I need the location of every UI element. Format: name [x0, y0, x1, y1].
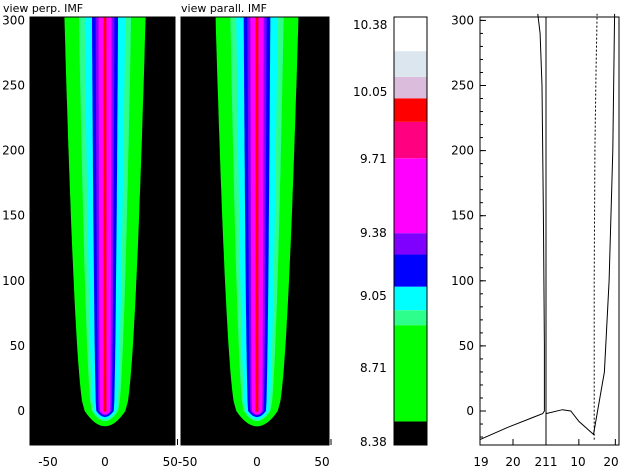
colorbar-tick-6: 8.38: [360, 435, 387, 449]
plume-xlabel-2: 50-50: [163, 455, 198, 468]
panel-perp-frame: [29, 16, 176, 446]
panel-perp-ylabel-150: 150: [2, 209, 25, 223]
colorbar-tick-0: 10.38: [353, 18, 387, 32]
profile-xlabel-3: 10: [570, 455, 585, 468]
panel-perp-ylabel-100: 100: [2, 274, 25, 288]
panel-perp-plume: [64, 17, 146, 427]
panel-profile-left: [479, 13, 547, 446]
profile-xlabel-4: 20: [603, 455, 618, 468]
colorbar-level-2: [394, 310, 427, 326]
panel-parall: view parall. IMF: [180, 2, 330, 446]
panel-profile-left-frame: [479, 16, 547, 446]
profile-left-ylabel-150: 150: [451, 209, 474, 223]
profile-left-ylabel-50: 50: [459, 339, 474, 353]
profile-left-line: [479, 13, 545, 441]
panel-parall-frame: [180, 16, 330, 446]
panel-parall-contour-7: [256, 17, 258, 412]
panel-perp-ylabel-50: 50: [10, 339, 25, 353]
panel-parall-plume: [215, 17, 299, 427]
colorbar-tick-5: 8.71: [360, 361, 387, 375]
colorbar-level-8: [394, 98, 427, 122]
colorbar-tick-3: 9.38: [360, 226, 387, 240]
panel-profile-right-frame: [545, 16, 620, 446]
colorbar-level-6: [394, 158, 427, 234]
panel-profile-right-lines: [545, 13, 616, 440]
colorbar-level-1: [394, 325, 427, 422]
profile-left-ylabel-100: 100: [451, 274, 474, 288]
plume-xlabel-3: 0: [253, 455, 261, 468]
plume-xlabel-4: 50: [314, 455, 329, 468]
colorbar-level-4: [394, 254, 427, 287]
profile-xlabel-0: 19: [473, 455, 488, 468]
colorbar-tick-2: 9.71: [360, 152, 387, 166]
panel-perp: view perp. IMF: [3, 2, 176, 446]
axes: 0 50 100 150 200 250 300 -50 0 50-50 0 50 0 50 100 150 2…: [2, 13, 619, 468]
plume-xlabel-0: -50: [38, 455, 58, 468]
plume-xlabel-1: 0: [101, 455, 109, 468]
panel-profile-left-lines: [479, 13, 545, 441]
colorbar-level-9: [394, 76, 427, 99]
panel-perp-ylabel-300: 300: [2, 13, 25, 27]
panel-profile-right: [545, 13, 620, 446]
profile-left-ylabel-200: 200: [451, 144, 474, 158]
profile-left-ylabel-0: 0: [466, 404, 474, 418]
colorbar-level-3: [394, 286, 427, 311]
profile-xlabel-2: 211: [535, 455, 558, 468]
panel-perp-ylabel-200: 200: [2, 144, 25, 158]
colorbar: 10.38 10.05 9.71 9.38 9.05 8.71 8.38: [353, 16, 428, 449]
colorbar-level-10: [394, 51, 427, 77]
colorbar-level-7: [394, 121, 427, 159]
colorbar-level-5: [394, 233, 427, 255]
profile-right-line-1: [593, 13, 598, 440]
profile-xlabel-1: 20: [505, 455, 520, 468]
colorbar-tick-1: 10.05: [353, 85, 387, 99]
profile-left-ylabel-250: 250: [451, 79, 474, 93]
profile-right-line-0: [545, 13, 616, 436]
colorbar-tick-4: 9.05: [360, 289, 387, 303]
panel-perp-title: view perp. IMF: [3, 2, 83, 15]
panel-parall-title: view parall. IMF: [181, 2, 267, 15]
panel-perp-contour-7: [104, 17, 106, 412]
panel-perp-ylabel-0: 0: [17, 404, 25, 418]
colorbar-levels: [394, 51, 427, 445]
colorbar-frame: [393, 16, 428, 446]
profile-left-ylabel-300: 300: [451, 13, 474, 27]
colorbar-level-0: [394, 421, 427, 445]
panel-perp-ylabel-250: 250: [2, 79, 25, 93]
